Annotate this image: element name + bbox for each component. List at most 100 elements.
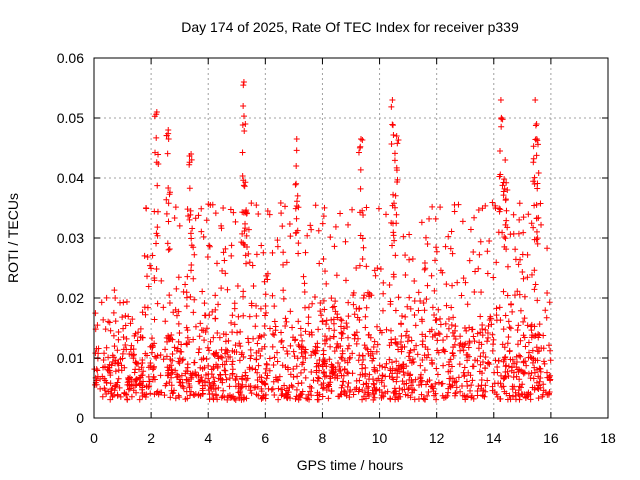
data-point <box>222 270 229 277</box>
data-point <box>197 392 204 399</box>
data-point <box>160 304 167 311</box>
data-point <box>312 202 319 209</box>
data-point <box>449 349 456 356</box>
data-point <box>401 371 408 378</box>
data-point <box>442 243 449 250</box>
data-point <box>528 369 535 376</box>
chart-title: Day 174 of 2025, Rate Of TEC Index for r… <box>181 19 519 35</box>
data-point <box>268 386 275 393</box>
data-point <box>546 299 553 306</box>
y-tick-label: 0.03 <box>57 230 84 246</box>
data-point <box>132 359 139 366</box>
data-point <box>283 318 290 325</box>
data-point <box>428 272 435 279</box>
data-point <box>502 363 509 370</box>
data-point <box>426 328 433 335</box>
data-point <box>443 281 450 288</box>
data-point <box>203 325 210 332</box>
data-point <box>212 210 219 217</box>
data-point <box>378 379 385 386</box>
data-point <box>547 357 554 364</box>
data-point <box>195 349 202 356</box>
data-point <box>250 335 257 342</box>
data-point <box>484 338 491 345</box>
data-point <box>274 243 281 250</box>
data-point <box>93 366 100 373</box>
data-point <box>451 327 458 334</box>
data-point <box>524 393 531 400</box>
data-point <box>212 306 219 313</box>
data-point <box>517 256 524 263</box>
data-point <box>407 347 414 354</box>
data-point <box>130 387 137 394</box>
data-point <box>482 202 489 209</box>
data-point <box>153 111 160 118</box>
data-point <box>220 249 227 256</box>
data-point <box>421 367 428 374</box>
data-point <box>505 318 512 325</box>
data-point <box>168 362 175 369</box>
data-point <box>294 355 301 362</box>
data-point <box>461 364 468 371</box>
x-axis-label: GPS time / hours <box>297 457 404 473</box>
data-point <box>101 350 108 357</box>
data-point <box>398 332 405 339</box>
data-point <box>529 347 536 354</box>
data-point <box>398 344 405 351</box>
data-point <box>247 387 254 394</box>
data-point <box>477 238 484 245</box>
data-point <box>323 363 330 370</box>
data-point <box>279 223 286 230</box>
data-point <box>114 347 121 354</box>
data-point <box>320 347 327 354</box>
data-point <box>176 355 183 362</box>
data-point <box>238 351 245 358</box>
data-point <box>486 316 493 323</box>
data-point <box>295 204 302 211</box>
data-point <box>537 368 544 375</box>
data-point <box>404 392 411 399</box>
data-point <box>362 370 369 377</box>
data-point <box>532 122 539 129</box>
data-point <box>250 282 257 289</box>
data-point <box>239 172 246 179</box>
data-point <box>530 224 537 231</box>
data-point <box>359 235 366 242</box>
y-tick-labels: 0 0.01 0.02 0.03 0.04 0.05 0.06 <box>57 50 84 426</box>
data-point <box>380 279 387 286</box>
data-point <box>262 309 269 316</box>
data-point <box>448 228 455 235</box>
x-tick-label: 6 <box>261 430 269 446</box>
data-point <box>157 372 164 379</box>
data-point <box>397 338 404 345</box>
data-point <box>527 391 534 398</box>
data-point <box>266 355 273 362</box>
data-point <box>240 288 247 295</box>
data-point <box>534 235 541 242</box>
data-point <box>340 388 347 395</box>
data-point <box>229 312 236 319</box>
data-point <box>222 245 229 252</box>
data-point <box>299 388 306 395</box>
data-point <box>321 204 328 211</box>
y-tick-label: 0.01 <box>57 350 84 366</box>
data-point <box>504 396 511 403</box>
data-points <box>91 79 554 403</box>
data-point <box>376 362 383 369</box>
data-point <box>411 311 418 318</box>
data-point <box>455 374 462 381</box>
data-point <box>309 300 316 307</box>
data-point <box>403 328 410 335</box>
data-point <box>466 257 473 264</box>
data-point <box>499 341 506 348</box>
x-tick-label: 0 <box>90 430 98 446</box>
data-point <box>301 288 308 295</box>
data-point <box>338 317 345 324</box>
data-point <box>480 349 487 356</box>
data-point <box>362 313 369 320</box>
data-point <box>253 349 260 356</box>
data-point <box>228 252 235 259</box>
data-point <box>278 210 285 217</box>
data-point <box>425 351 432 358</box>
data-point <box>433 316 440 323</box>
